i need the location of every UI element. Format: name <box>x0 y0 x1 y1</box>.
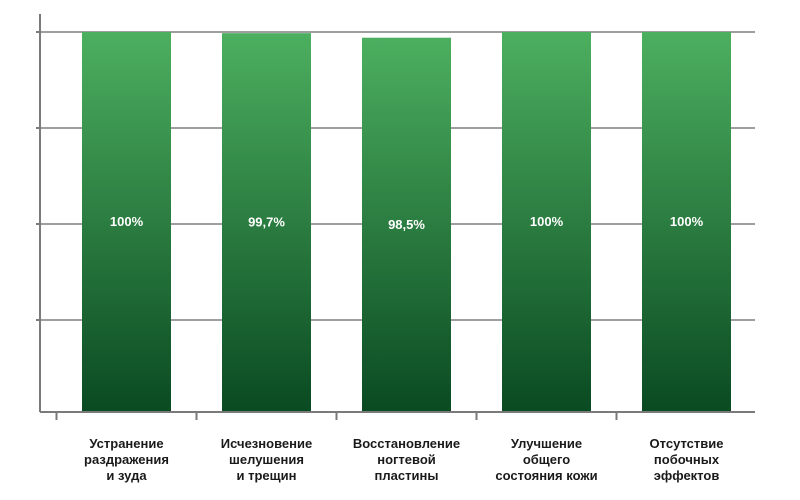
data-label: 100% <box>670 214 704 229</box>
x-tick-label: Устранение раздражения и зуда <box>84 436 169 483</box>
bar <box>222 33 311 412</box>
data-label: 100% <box>530 214 564 229</box>
x-tick-label: Отсутствие побочных эффектов <box>650 436 724 483</box>
bar <box>82 32 171 412</box>
bar <box>362 37 451 412</box>
data-label: 99,7% <box>248 215 285 230</box>
x-tick-label: Улучшение общего состояния кожи <box>495 436 597 483</box>
labels: 100% Устранение раздражения и зуда 99,7% Исче… <box>84 214 723 483</box>
x-tick-label: Исчезновение шелушения и трещин <box>221 436 312 483</box>
bars <box>82 32 731 412</box>
data-label: 100% <box>110 214 144 229</box>
bar <box>642 32 731 412</box>
bar <box>502 32 591 412</box>
x-tick-label: Восстановление ногтевой пластины <box>353 436 460 483</box>
data-label: 98,5% <box>388 217 425 232</box>
axes <box>36 14 755 420</box>
